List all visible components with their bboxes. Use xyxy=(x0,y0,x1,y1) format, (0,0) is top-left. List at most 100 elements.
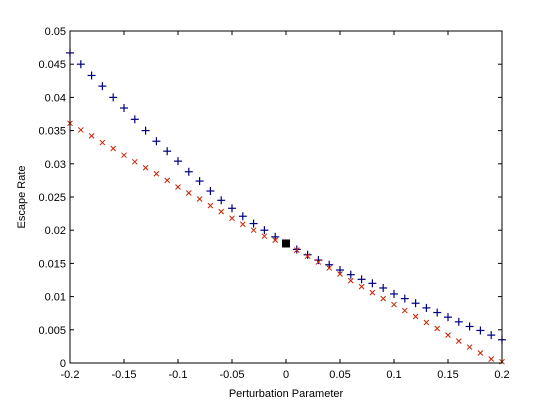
y-tick-label: 0.05 xyxy=(45,26,66,38)
cross-marker xyxy=(488,356,495,362)
plus-marker xyxy=(195,177,204,186)
plus-marker xyxy=(476,326,485,335)
cross-marker xyxy=(326,265,333,271)
y-axis-label: Escape Rate xyxy=(16,166,28,229)
cross-marker xyxy=(99,139,106,146)
square-marker xyxy=(282,239,290,248)
cross-marker xyxy=(218,208,225,215)
cross-marker xyxy=(434,325,441,332)
plus-marker xyxy=(130,115,139,124)
axes-frame xyxy=(69,30,503,364)
plus-marker xyxy=(120,104,128,113)
y-tick-label: 0.035 xyxy=(38,126,66,138)
x-tick-label: -0.15 xyxy=(111,369,136,381)
cross-marker xyxy=(196,196,203,202)
cross-marker xyxy=(337,271,343,277)
cross-marker xyxy=(131,158,138,165)
plus-marker xyxy=(98,82,107,91)
cross-marker xyxy=(293,247,300,253)
plus-marker xyxy=(368,279,377,288)
plus-marker xyxy=(260,226,269,235)
x-tick-label: -0.05 xyxy=(219,369,244,381)
cross-marker xyxy=(239,221,246,228)
plus-marker xyxy=(400,294,409,303)
plus-marker xyxy=(487,331,496,340)
plus-marker xyxy=(184,167,193,176)
plus-marker xyxy=(87,71,96,80)
cross-marker xyxy=(358,283,365,290)
plus-marker xyxy=(336,266,344,275)
plus-marker xyxy=(141,126,150,135)
cross-marker xyxy=(455,338,462,344)
plus-marker xyxy=(346,270,355,279)
y-tick-label: 0.005 xyxy=(38,325,66,337)
x-axis-label: Perturbation Parameter xyxy=(229,388,344,400)
cross-marker xyxy=(164,177,171,184)
x-tick-label: 0.1 xyxy=(386,369,401,381)
cross-marker xyxy=(207,202,214,209)
cross-marker xyxy=(445,332,451,338)
plus-marker xyxy=(357,275,366,284)
cross-marker xyxy=(153,170,160,177)
cross-marker xyxy=(110,145,117,152)
plus-marker xyxy=(249,219,258,228)
tick-labels: -0.2 -0.15 -0.1 -0.05 0 0.05 0.1 0.15 0.2 0 0.005 0… xyxy=(38,26,509,381)
cross-marker xyxy=(391,301,397,308)
x-tick-label: 0.2 xyxy=(494,369,509,381)
cross-marker xyxy=(121,152,127,159)
plus-marker xyxy=(152,137,161,146)
y-tick-label: 0.01 xyxy=(45,292,66,304)
cross-marker xyxy=(229,215,235,222)
x-tick-label: 0 xyxy=(283,369,289,381)
plus-marker xyxy=(433,308,442,317)
plus-marker xyxy=(390,289,398,298)
cross-marker xyxy=(315,259,322,265)
plus-marker xyxy=(217,196,226,205)
x-tick-label: 0.15 xyxy=(437,369,458,381)
plus-marker xyxy=(76,60,85,69)
cross-marker xyxy=(412,313,419,320)
x-tick-label: 0.05 xyxy=(329,369,350,381)
plus-marker xyxy=(379,283,388,292)
y-tick-label: 0 xyxy=(60,358,66,370)
cross-marker xyxy=(185,190,192,196)
cross-marker xyxy=(466,344,473,350)
data-markers xyxy=(66,48,506,365)
cross-marker xyxy=(304,253,311,259)
cross-marker xyxy=(380,295,387,302)
cross-marker xyxy=(175,184,181,190)
y-tick-label: 0.04 xyxy=(45,92,66,104)
plus-marker xyxy=(465,322,474,331)
plus-marker xyxy=(109,93,118,102)
plus-marker xyxy=(174,157,182,166)
cross-marker xyxy=(261,233,268,240)
cross-marker xyxy=(142,164,149,171)
y-tick-label: 0.045 xyxy=(38,59,66,71)
cross-marker xyxy=(401,307,408,314)
cross-marker xyxy=(272,237,279,244)
cross-marker xyxy=(250,227,257,234)
plus-marker xyxy=(238,212,247,221)
cross-marker xyxy=(77,127,84,133)
cross-marker xyxy=(88,133,95,139)
cross-marker xyxy=(369,289,376,296)
y-tick-label: 0.025 xyxy=(38,192,66,204)
plus-marker xyxy=(422,303,431,312)
plus-marker xyxy=(163,147,172,156)
cross-marker xyxy=(423,319,430,326)
plus-marker xyxy=(444,313,452,322)
y-tick-label: 0.02 xyxy=(45,225,66,237)
plus-marker xyxy=(303,250,312,259)
cross-marker xyxy=(477,350,484,356)
plus-marker xyxy=(228,204,236,213)
plus-marker xyxy=(411,299,420,308)
cross-marker xyxy=(347,277,354,284)
x-tick-label: -0.1 xyxy=(169,369,188,381)
plus-marker xyxy=(206,187,215,196)
y-tick-label: 0.015 xyxy=(38,258,66,270)
y-tick-label: 0.03 xyxy=(45,159,66,171)
x-tick-label: -0.2 xyxy=(61,369,80,381)
plus-marker xyxy=(454,317,463,326)
